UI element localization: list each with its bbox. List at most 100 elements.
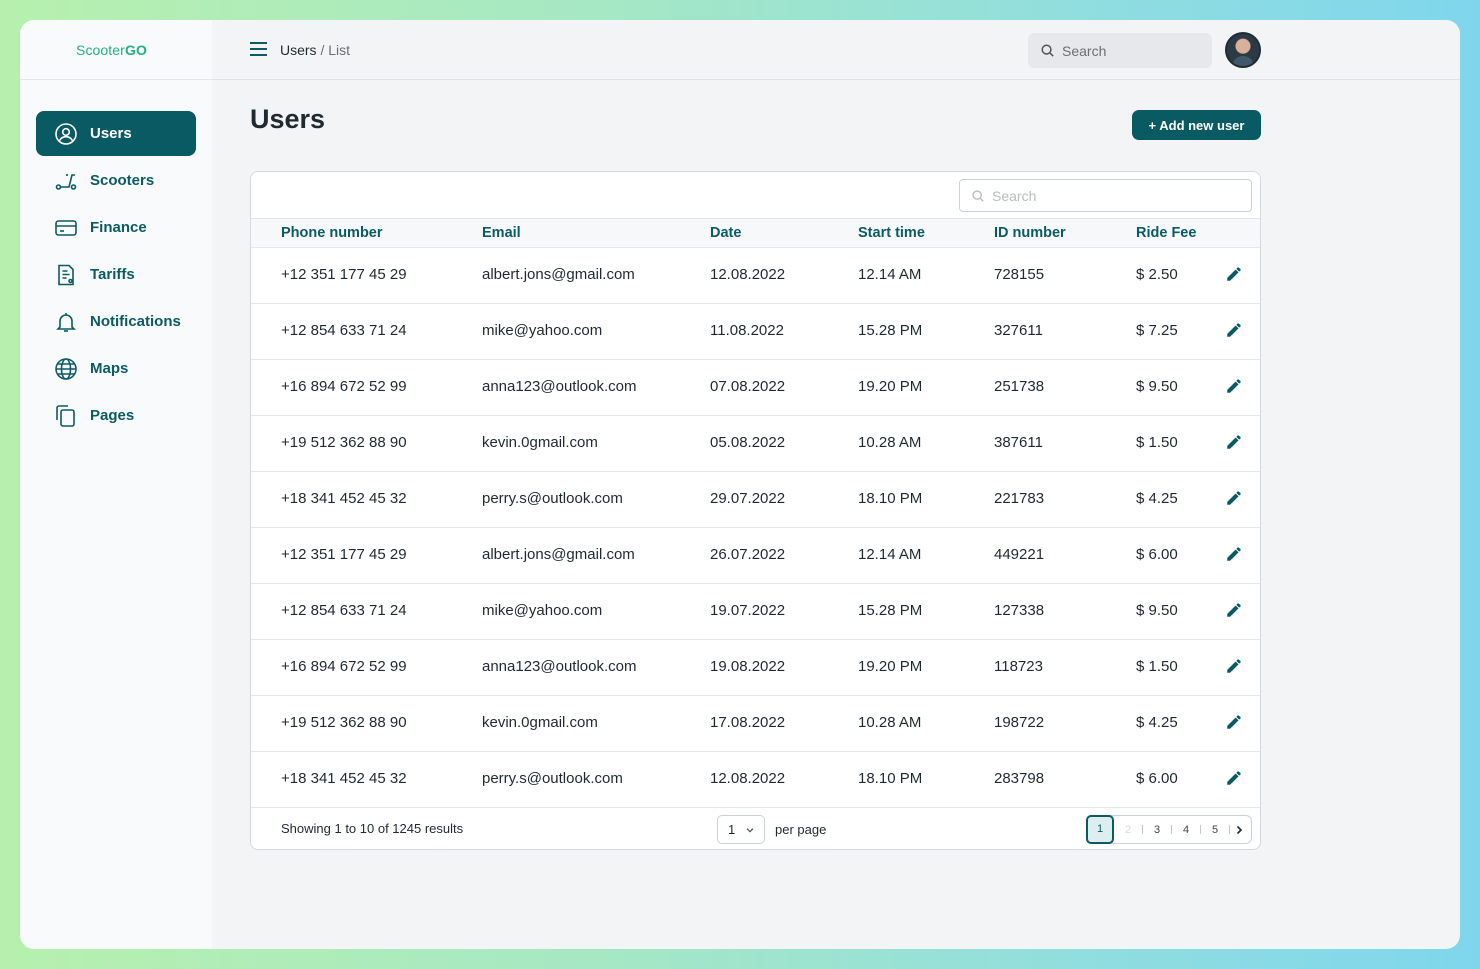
sidebar-item-pages[interactable]: Pages [36,393,196,438]
logo-text-bold: GO [124,42,147,58]
cell-id-number: 449221 [994,546,1045,563]
scooter-icon [54,169,78,193]
cell-email[interactable]: mike@yahoo.com [482,322,603,339]
edit-icon[interactable] [1225,713,1243,731]
cell-email[interactable]: kevin.0gmail.com [482,434,598,451]
table-row[interactable]: +12 854 633 71 24 mike@yahoo.com 19.07.202… [251,584,1260,640]
logo-text-light: Scooter [76,42,125,58]
sidebar-item-label: Users [90,125,132,142]
page-button-2[interactable]: 2 [1124,823,1132,836]
page-separator [1200,825,1201,834]
table-row[interactable]: +19 512 362 88 90 kevin.0gmail.com 05.08.2… [251,416,1260,472]
cell-email[interactable]: anna123@outlook.com [482,658,637,675]
sidebar-item-label: Tariffs [90,266,135,283]
cell-phone: +12 854 633 71 24 [281,322,407,339]
table-row[interactable]: +16 894 672 52 99 anna123@outlook.com 19.0… [251,640,1260,696]
edit-icon[interactable] [1225,433,1243,451]
cell-email[interactable]: albert.jons@gmail.com [482,266,635,283]
edit-icon[interactable] [1225,657,1243,675]
table-row[interactable]: +19 512 362 88 90 kevin.0gmail.com 17.08.2… [251,696,1260,752]
column-header-email[interactable]: Email [482,225,521,241]
cell-id-number: 198722 [994,714,1045,731]
cell-email[interactable]: perry.s@outlook.com [482,770,623,787]
edit-icon[interactable] [1225,769,1243,787]
app-logo[interactable]: ScooterGO [76,42,147,58]
cell-id-number: 127338 [994,602,1045,619]
cell-phone: +16 894 672 52 99 [281,658,407,675]
global-search-input[interactable] [1062,42,1202,59]
cell-ride-fee: $ 4.25 [1136,490,1178,507]
column-header-phone[interactable]: Phone number [281,225,383,241]
cell-date: 19.07.2022 [710,602,786,619]
sidebar-item-users[interactable]: Users [36,111,196,156]
cell-phone: +16 894 672 52 99 [281,378,407,395]
page-button-4[interactable]: 4 [1182,823,1190,836]
cell-phone: +12 351 177 45 29 [281,546,407,563]
table-row[interactable]: +12 351 177 45 29 albert.jons@gmail.com 26… [251,528,1260,584]
pages-icon [54,404,78,428]
breadcrumb-section[interactable]: Users [280,42,317,58]
results-summary: Showing 1 to 10 of 1245 results [281,821,464,836]
cell-id-number: 118723 [994,658,1043,675]
table-row[interactable]: +12 854 633 71 24 mike@yahoo.com 11.08.202… [251,304,1260,360]
cell-id-number: 728155 [994,266,1045,283]
table-search[interactable] [959,179,1252,212]
per-page-select[interactable]: 1 [717,815,765,844]
table-footer: Showing 1 to 10 of 1245 results 1 per pa… [251,808,1260,849]
menu-icon[interactable] [250,42,268,56]
cell-id-number: 327611 [994,322,1043,339]
edit-icon[interactable] [1225,377,1243,395]
cell-ride-fee: $ 1.50 [1136,658,1178,675]
column-header-start-time[interactable]: Start time [858,225,925,241]
sidebar-item-finance[interactable]: Finance [36,205,196,250]
table-row[interactable]: +12 351 177 45 29 albert.jons@gmail.com 12… [251,248,1260,304]
page-button-5[interactable]: 5 [1211,823,1219,836]
add-user-button[interactable]: + Add new user [1132,110,1261,140]
sidebar-item-scooters[interactable]: Scooters [36,158,196,203]
page-button-1[interactable]: 1 [1086,815,1114,844]
per-page-value: 1 [728,822,736,837]
cell-phone: +12 351 177 45 29 [281,266,407,283]
cell-date: 07.08.2022 [710,378,786,395]
cell-start-time: 12.14 AM [858,266,922,283]
cell-email[interactable]: mike@yahoo.com [482,602,603,619]
cell-email[interactable]: kevin.0gmail.com [482,714,598,731]
cell-ride-fee: $ 9.50 [1136,602,1178,619]
cell-start-time: 18.10 PM [858,490,923,507]
cell-date: 29.07.2022 [710,490,786,507]
column-header-date[interactable]: Date [710,225,742,241]
table-search-input[interactable] [992,187,1242,204]
cell-phone: +19 512 362 88 90 [281,714,407,731]
edit-icon[interactable] [1225,265,1243,283]
table-row[interactable]: +18 341 452 45 32 perry.s@outlook.com 29.0… [251,472,1260,528]
cell-email[interactable]: perry.s@outlook.com [482,490,623,507]
page-separator [1171,825,1172,834]
sidebar-item-notifications[interactable]: Notifications [36,299,196,344]
sidebar-item-maps[interactable]: Maps [36,346,196,391]
avatar[interactable] [1225,32,1261,68]
cell-email[interactable]: albert.jons@gmail.com [482,546,635,563]
global-search[interactable] [1028,33,1212,68]
cell-ride-fee: $ 6.00 [1136,770,1178,787]
cell-email[interactable]: anna123@outlook.com [482,378,637,395]
sidebar-item-tariffs[interactable]: Tariffs [36,252,196,297]
cell-start-time: 10.28 AM [858,714,922,731]
cell-start-time: 10.28 AM [858,434,922,451]
table-row[interactable]: +16 894 672 52 99 anna123@outlook.com 07.0… [251,360,1260,416]
chevron-right-icon[interactable] [1233,824,1245,836]
per-page-label: per page [775,822,827,837]
cell-start-time: 19.20 PM [858,378,923,395]
table-row[interactable]: +18 341 452 45 32 perry.s@outlook.com 12.0… [251,752,1260,808]
edit-icon[interactable] [1225,545,1243,563]
edit-icon[interactable] [1225,489,1243,507]
column-header-ride-fee[interactable]: Ride Fee [1136,225,1197,241]
cell-ride-fee: $ 4.25 [1136,714,1178,731]
column-header-id-number[interactable]: ID number [994,225,1066,241]
sidebar-item-label: Notifications [90,313,181,330]
search-icon [1041,44,1054,57]
breadcrumb: Users / List [280,42,350,58]
cell-ride-fee: $ 1.50 [1136,434,1178,451]
edit-icon[interactable] [1225,321,1243,339]
page-button-3[interactable]: 3 [1153,823,1161,836]
edit-icon[interactable] [1225,601,1243,619]
